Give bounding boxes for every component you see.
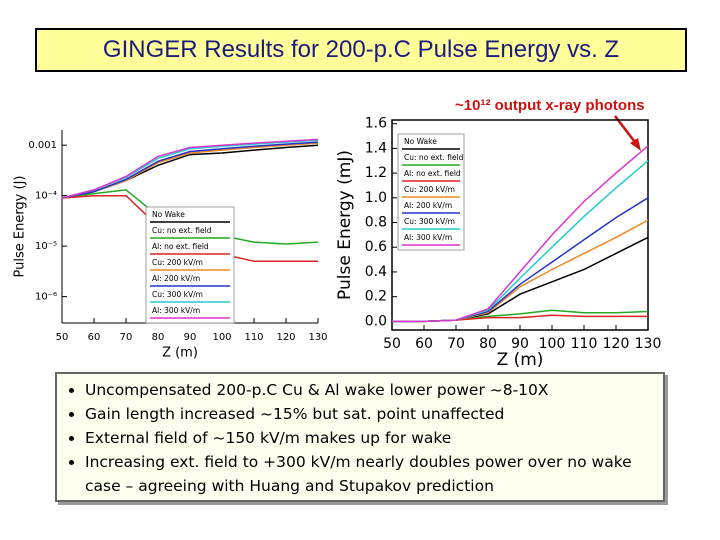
arrow-head — [630, 138, 641, 151]
x-tick-label: 80 — [479, 336, 497, 352]
x-tick-label: 70 — [447, 336, 465, 352]
x-tick-label: 110 — [244, 332, 263, 343]
bullet: Increasing ext. field to +300 kV/m nearl… — [85, 450, 655, 498]
x-tick-label: 70 — [120, 332, 133, 343]
y-tick-label: 10⁻⁴ — [35, 191, 57, 202]
y-tick-label: 0.001 — [28, 140, 57, 151]
y-tick-label: 0.4 — [365, 264, 387, 280]
y-tick-label: 0.6 — [365, 239, 387, 255]
x-tick-label: 130 — [308, 332, 327, 343]
bullet: Gain length increased ~15% but sat. poin… — [85, 402, 655, 426]
x-tick-label: 60 — [88, 332, 101, 343]
legend-label: Al: 200 kV/m — [404, 201, 452, 210]
x-tick-label: 80 — [152, 332, 165, 343]
x-tick-label: 90 — [184, 332, 197, 343]
series-line — [392, 145, 649, 323]
x-tick-label: 50 — [383, 336, 401, 352]
x-tick-label: 120 — [276, 332, 295, 343]
bullet: Uncompensated 200-p.C Cu & Al wake lower… — [85, 378, 655, 402]
x-axis-label: Z (m) — [497, 350, 544, 370]
legend-label: Cu: 300 kV/m — [404, 217, 455, 226]
y-tick-label: 1.6 — [365, 116, 387, 132]
y-tick-label: 0.2 — [365, 289, 387, 305]
x-axis-label: Z (m) — [162, 346, 198, 361]
y-tick-label: 1.0 — [365, 190, 387, 206]
legend-label: Al: 300 kV/m — [404, 233, 452, 242]
y-tick-label: 10⁻⁶ — [35, 292, 57, 303]
series-line — [61, 141, 319, 199]
x-tick-label: 130 — [635, 336, 662, 352]
series-line — [61, 138, 319, 199]
legend-label: Al: 200 kV/m — [152, 274, 200, 283]
x-tick-label: 110 — [571, 336, 598, 352]
y-tick-label: 1.2 — [365, 165, 387, 181]
legend-label: No Wake — [152, 210, 185, 219]
bullet-list: Uncompensated 200-p.C Cu & Al wake lower… — [65, 378, 655, 498]
x-tick-label: 100 — [539, 336, 566, 352]
y-tick-label: 0.8 — [365, 215, 387, 231]
legend-label: Cu: no ext. field — [152, 226, 212, 235]
legend-label: Cu: 200 kV/m — [404, 185, 455, 194]
legend-box — [397, 133, 465, 251]
x-tick-label: 60 — [415, 336, 433, 352]
legend-label: Al: no ext. field — [152, 242, 209, 251]
y-axis-label: Pulse Energy (mJ) — [335, 150, 355, 300]
bullet-box: Uncompensated 200-p.C Cu & Al wake lower… — [55, 372, 665, 502]
x-tick-label: 50 — [56, 332, 69, 343]
x-tick-label: 100 — [212, 332, 231, 343]
legend-box — [145, 206, 235, 324]
slide-title: GINGER Results for 200-p.C Pulse Energy … — [35, 28, 687, 72]
x-tick-label: 120 — [603, 336, 630, 352]
y-tick-label: 1.4 — [365, 140, 387, 156]
legend-label: Al: 300 kV/m — [152, 306, 200, 315]
bullet: External field of ~150 kV/m makes up for… — [85, 426, 655, 450]
legend-label: Al: no ext. field — [404, 169, 461, 178]
legend-label: No Wake — [404, 137, 437, 146]
y-axis-label: Pulse Energy (J) — [13, 176, 28, 278]
annotation: ~10¹² output x-ray photons — [455, 97, 645, 114]
y-tick-label: 0.0 — [365, 313, 387, 329]
y-tick-label: 10⁻⁵ — [35, 241, 57, 252]
legend-label: Cu: 300 kV/m — [152, 290, 203, 299]
x-tick-label: 90 — [511, 336, 529, 352]
legend-label: Cu: 200 kV/m — [152, 258, 203, 267]
legend-label: Cu: no ext. field — [404, 153, 464, 162]
